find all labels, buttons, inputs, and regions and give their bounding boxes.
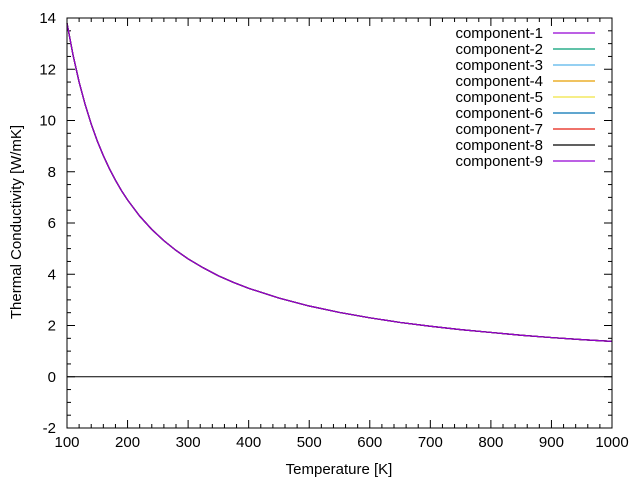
x-tick-label: 400: [236, 434, 261, 451]
x-tick-label: 600: [357, 434, 382, 451]
y-tick-label: 12: [39, 61, 56, 78]
x-tick-label: 200: [115, 434, 140, 451]
y-tick-label: 6: [48, 215, 56, 232]
legend-label-component-1: component-1: [455, 25, 543, 42]
y-tick-label: 14: [39, 10, 56, 27]
x-axis-label: Temperature [K]: [286, 461, 393, 478]
legend: component-1component-2component-3compone…: [455, 25, 595, 170]
y-tick-label: 2: [48, 318, 56, 335]
x-tick-label: 1000: [595, 434, 628, 451]
y-tick-label: 4: [48, 266, 56, 283]
legend-label-component-9: component-9: [455, 153, 543, 170]
legend-label-component-4: component-4: [455, 73, 543, 90]
minor-ticks: [67, 18, 612, 428]
series-line-component-9: [66, 23, 613, 342]
x-tick-label: 100: [54, 434, 79, 451]
legend-label-component-5: component-5: [455, 89, 543, 106]
x-tick-label: 300: [176, 434, 201, 451]
y-axis-label: Thermal Conductivity [W/mK]: [8, 125, 25, 319]
plot-border: [66, 17, 613, 429]
x-tick-label: 500: [297, 434, 322, 451]
x-tick-label: 800: [478, 434, 503, 451]
x-tick-labels: 100 200 300 400 500 600 700 800 900 1000: [54, 434, 628, 451]
legend-label-component-8: component-8: [455, 137, 543, 154]
x-tick-label: 700: [418, 434, 443, 451]
legend-label-component-6: component-6: [455, 105, 543, 122]
legend-label-component-2: component-2: [455, 41, 543, 58]
y-tick-label: 0: [48, 369, 56, 386]
y-tick-label: -2: [43, 420, 56, 437]
legend-label-component-3: component-3: [455, 57, 543, 74]
series-lines: [66, 23, 613, 342]
legend-label-component-7: component-7: [455, 121, 543, 138]
y-tick-labels: -2 0 2 4 6 8 10 12 14: [39, 10, 56, 437]
y-tick-label: 10: [39, 113, 56, 130]
y-tick-label: 8: [48, 164, 56, 181]
x-tick-label: 900: [539, 434, 564, 451]
